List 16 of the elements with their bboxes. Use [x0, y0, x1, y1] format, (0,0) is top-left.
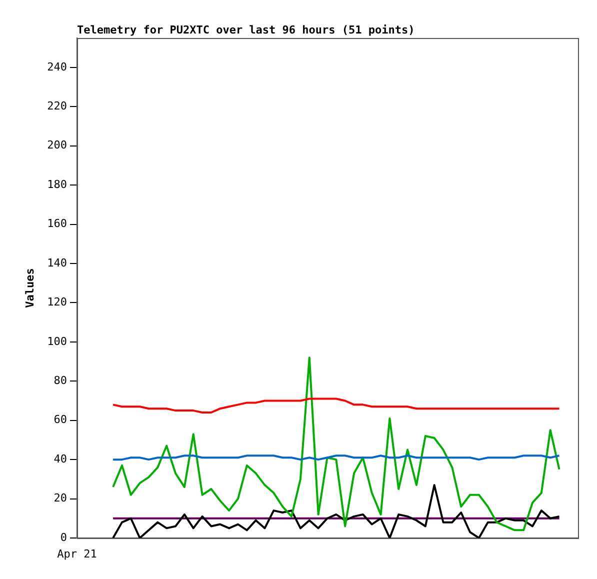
- y-tick-label: 240: [47, 60, 67, 74]
- y-axis-title: Values: [23, 268, 36, 308]
- y-tick-label: 0: [60, 530, 67, 544]
- y-tick-label: 40: [54, 452, 67, 466]
- y-tick-label: 120: [47, 296, 67, 309]
- y-tick-label: 160: [47, 217, 67, 230]
- text: Apr 21: [57, 547, 97, 560]
- y-tick-label: 140: [47, 256, 67, 270]
- chart-title: Telemetry for PU2XTC over last 96 hours (51 points): [77, 23, 415, 36]
- y-tick-label: 200: [47, 138, 67, 152]
- y-tick-label: 80: [54, 374, 67, 387]
- y-tick-label: 180: [47, 178, 67, 191]
- y-tick-label: 20: [54, 492, 67, 505]
- y-tick-label: 60: [54, 413, 67, 426]
- y-tick-label: 100: [47, 334, 67, 348]
- y-tick-label: 220: [47, 99, 67, 112]
